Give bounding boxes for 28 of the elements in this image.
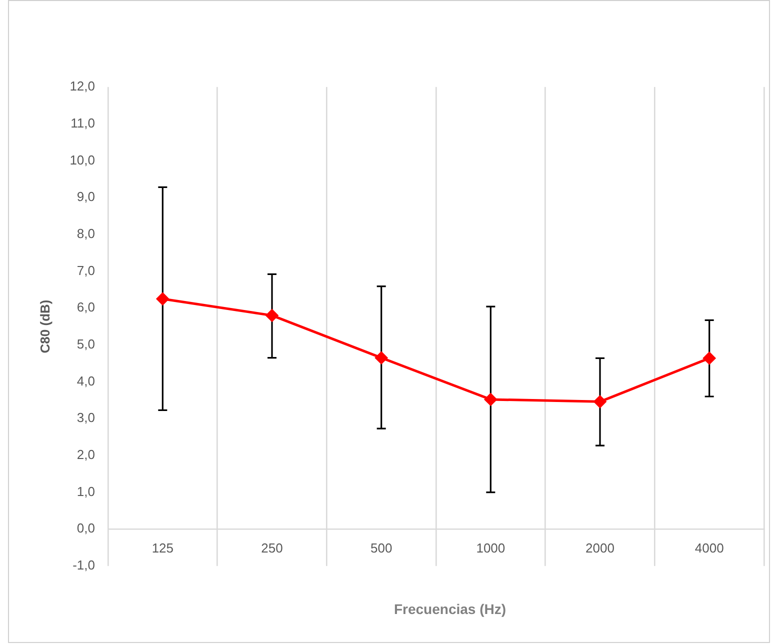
x-tick-label: 125 (152, 540, 174, 556)
y-tick-label: 2,0 (76, 447, 95, 462)
y-tick-label: -1,0 (72, 558, 95, 573)
y-tick-label: 6,0 (76, 300, 95, 315)
y-tick-label: 8,0 (76, 226, 95, 241)
x-tick-label: 500 (370, 540, 392, 556)
y-tick-label: 10,0 (70, 152, 95, 168)
y-tick-label: 1,0 (76, 484, 95, 499)
y-tick-label: 0,0 (76, 520, 95, 536)
x-tick-label: 2000 (586, 540, 614, 556)
y-tick-label: 3,0 (76, 410, 95, 426)
x-tick-label: 1000 (476, 540, 506, 556)
y-axis-title: C80 (dB) (37, 300, 52, 354)
point (702, 352, 716, 365)
x-tick-label: 4000 (694, 540, 724, 556)
point (266, 308, 278, 322)
x-tick-label: 250 (261, 540, 283, 556)
y-tick-label: 7,0 (76, 262, 95, 278)
y-tick-label: 12,0 (70, 78, 95, 94)
point (484, 392, 498, 406)
x-axis-title: Frecuencias (Hz) (394, 600, 506, 617)
y-tick-label: 5,0 (76, 336, 95, 352)
y-tick-label: 9,0 (76, 189, 95, 204)
point (156, 292, 170, 306)
point (594, 395, 606, 408)
y-tick-label: 11,0 (70, 115, 95, 130)
point (374, 351, 388, 364)
y-tick-label: 4,0 (76, 373, 95, 388)
